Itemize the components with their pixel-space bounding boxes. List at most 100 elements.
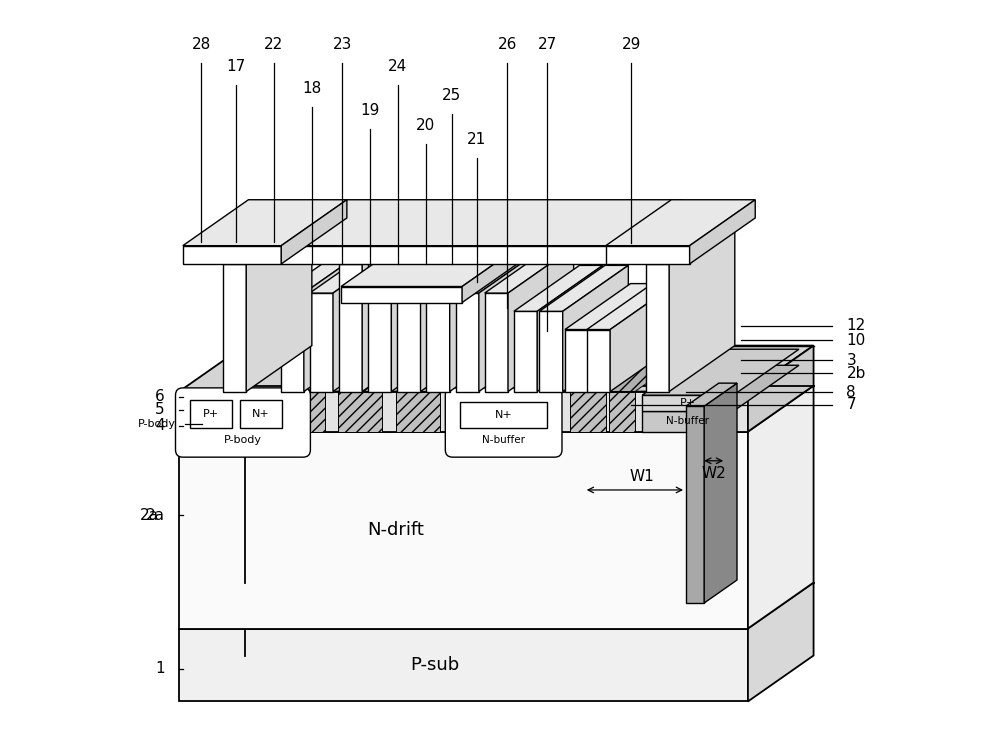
Polygon shape	[539, 311, 563, 392]
Polygon shape	[421, 218, 486, 392]
Polygon shape	[669, 218, 735, 392]
Polygon shape	[686, 383, 737, 406]
Text: 25: 25	[442, 89, 461, 103]
Text: 26: 26	[498, 37, 517, 53]
Text: P-body: P-body	[224, 436, 262, 445]
Polygon shape	[281, 200, 347, 264]
Polygon shape	[609, 392, 635, 432]
FancyBboxPatch shape	[445, 388, 562, 458]
Polygon shape	[479, 247, 544, 392]
Polygon shape	[341, 241, 528, 286]
Polygon shape	[310, 247, 399, 293]
Polygon shape	[223, 264, 246, 392]
Text: 4: 4	[155, 418, 165, 433]
Text: W1: W1	[630, 469, 655, 485]
Text: 2a: 2a	[140, 508, 159, 523]
Polygon shape	[588, 283, 654, 392]
Polygon shape	[341, 286, 462, 302]
Polygon shape	[646, 264, 669, 392]
Text: 10: 10	[846, 333, 866, 348]
Polygon shape	[179, 432, 748, 629]
Polygon shape	[610, 283, 676, 392]
Polygon shape	[565, 329, 588, 392]
Text: N-drift: N-drift	[367, 521, 424, 539]
Polygon shape	[368, 218, 457, 264]
Text: 27: 27	[538, 37, 557, 53]
Polygon shape	[281, 293, 304, 392]
Text: 23: 23	[333, 37, 352, 53]
Polygon shape	[462, 241, 528, 302]
Text: N-buffer: N-buffer	[482, 436, 525, 445]
Polygon shape	[485, 293, 508, 392]
Polygon shape	[609, 346, 701, 392]
Polygon shape	[455, 392, 499, 432]
Text: 19: 19	[361, 103, 380, 118]
Polygon shape	[570, 346, 672, 392]
Polygon shape	[426, 264, 450, 392]
Polygon shape	[606, 246, 690, 264]
Polygon shape	[642, 365, 799, 411]
Polygon shape	[368, 264, 391, 392]
Text: P-sub: P-sub	[410, 656, 460, 674]
Polygon shape	[514, 311, 537, 392]
Polygon shape	[485, 247, 574, 293]
Polygon shape	[513, 346, 619, 392]
Text: 20: 20	[416, 118, 435, 132]
Polygon shape	[240, 400, 282, 428]
Text: N+: N+	[495, 410, 513, 420]
Polygon shape	[362, 218, 428, 392]
Polygon shape	[587, 283, 676, 329]
Polygon shape	[460, 403, 547, 428]
Polygon shape	[281, 246, 617, 264]
Polygon shape	[426, 218, 515, 264]
Text: 2b: 2b	[846, 366, 866, 381]
Text: 18: 18	[302, 81, 321, 96]
Polygon shape	[179, 346, 814, 392]
Text: 22: 22	[264, 37, 284, 53]
FancyBboxPatch shape	[175, 388, 310, 458]
Polygon shape	[338, 392, 382, 432]
Polygon shape	[539, 266, 628, 311]
Text: 29: 29	[622, 37, 641, 53]
Text: 21: 21	[467, 132, 486, 147]
Text: N+: N+	[252, 409, 270, 419]
Polygon shape	[570, 392, 606, 432]
Polygon shape	[391, 218, 457, 392]
Polygon shape	[748, 386, 814, 629]
Polygon shape	[565, 283, 654, 329]
Polygon shape	[537, 266, 603, 392]
Polygon shape	[587, 329, 610, 392]
Polygon shape	[606, 200, 755, 246]
Polygon shape	[179, 583, 814, 629]
Text: 5: 5	[155, 403, 165, 417]
Text: 6: 6	[155, 389, 165, 404]
Polygon shape	[450, 218, 515, 392]
Polygon shape	[456, 293, 479, 392]
Polygon shape	[396, 346, 506, 392]
Polygon shape	[281, 247, 369, 293]
Polygon shape	[563, 266, 628, 392]
Text: P-body: P-body	[138, 419, 176, 430]
Polygon shape	[642, 411, 733, 432]
Polygon shape	[704, 383, 737, 603]
Text: 7: 7	[846, 397, 856, 412]
Polygon shape	[642, 349, 799, 395]
Text: 3: 3	[846, 353, 856, 367]
Text: 2a: 2a	[146, 508, 165, 523]
Polygon shape	[190, 400, 232, 428]
Text: W2: W2	[701, 466, 726, 482]
Text: 8: 8	[846, 385, 856, 400]
Polygon shape	[514, 266, 603, 311]
Polygon shape	[281, 346, 391, 392]
Text: 1: 1	[155, 661, 165, 676]
Text: P+: P+	[203, 409, 219, 419]
Polygon shape	[690, 200, 755, 264]
Polygon shape	[179, 392, 748, 432]
Polygon shape	[456, 247, 544, 293]
Polygon shape	[310, 293, 333, 392]
Text: 12: 12	[846, 318, 866, 333]
Polygon shape	[508, 247, 574, 392]
Polygon shape	[396, 392, 440, 432]
Polygon shape	[339, 264, 362, 392]
Polygon shape	[686, 406, 704, 603]
